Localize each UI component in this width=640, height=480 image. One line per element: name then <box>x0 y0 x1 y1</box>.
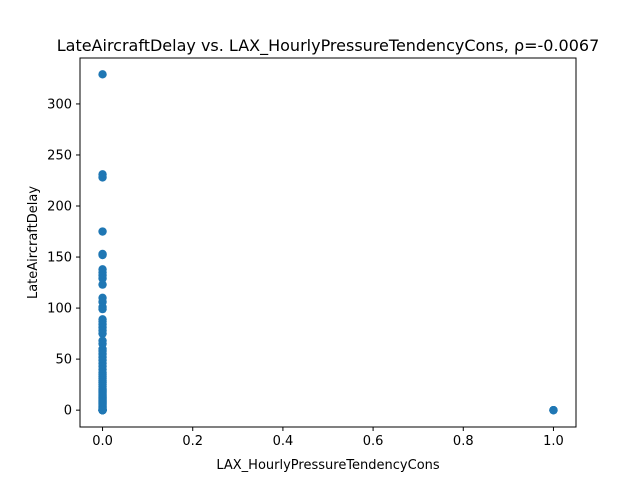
x-axis-label: LAX_HourlyPressureTendencyCons <box>216 458 440 473</box>
y-tick-label: 150 <box>47 251 72 266</box>
chart-title: LateAircraftDelay vs. LAX_HourlyPressure… <box>57 36 600 56</box>
plot-area-frame <box>79 57 577 428</box>
data-point <box>98 173 107 182</box>
y-tick-label: 50 <box>55 353 72 368</box>
data-point <box>98 274 107 283</box>
y-axis-label: LateAircraftDelay <box>26 186 41 299</box>
x-tick-label: 1.0 <box>543 434 564 449</box>
data-point <box>98 70 107 79</box>
y-axis: 0 50 100 150 200 250 300 <box>47 97 80 419</box>
data-point <box>98 405 107 415</box>
y-tick-label: 300 <box>47 97 72 112</box>
data-point <box>98 227 107 236</box>
data-point <box>98 250 107 260</box>
x-tick-label: 0.8 <box>453 434 474 449</box>
y-tick-label: 0 <box>64 404 72 419</box>
x-tick-label: 0.4 <box>273 434 294 449</box>
y-tick-label: 100 <box>47 302 72 317</box>
x-tick-label: 0.0 <box>92 434 113 449</box>
data-points <box>98 70 558 415</box>
data-point <box>98 280 107 289</box>
data-point <box>98 304 107 314</box>
x-axis: 0.0 0.2 0.4 0.6 0.8 1.0 <box>92 427 564 449</box>
data-point <box>549 405 558 415</box>
data-point <box>98 329 107 338</box>
y-tick-label: 200 <box>47 200 72 215</box>
y-tick-label: 250 <box>47 148 72 163</box>
x-tick-label: 0.6 <box>363 434 384 449</box>
x-tick-label: 0.2 <box>182 434 203 449</box>
